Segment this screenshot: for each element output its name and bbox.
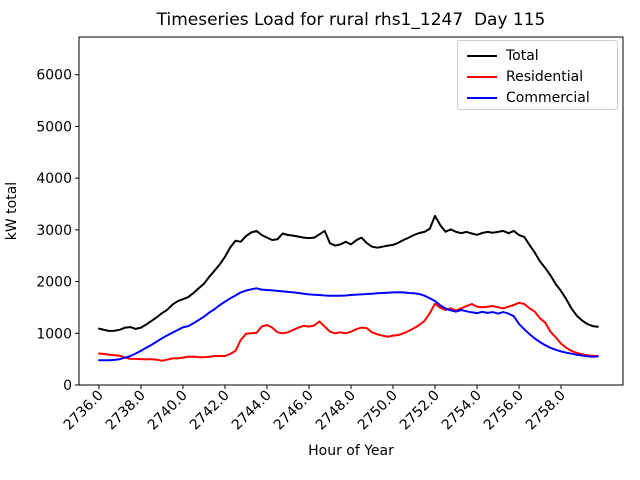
legend-line-sample-total [467, 54, 497, 57]
x-tick-label: 2742.0 [187, 388, 233, 434]
y-tick-label: 2000 [36, 275, 72, 291]
y-tick-label: 4000 [36, 171, 72, 187]
x-tick-label: 2758.0 [523, 388, 569, 434]
y-axis-label: kW total [4, 181, 20, 241]
x-tick-label: 2750.0 [355, 388, 401, 434]
series-line-total [98, 214, 599, 332]
legend-line-sample-residential [467, 75, 497, 78]
legend-label-commercial: Commercial [506, 89, 590, 106]
x-tick-label: 2740.0 [145, 388, 191, 434]
y-tick-label: 0 [63, 378, 72, 394]
series-line-residential [98, 301, 599, 362]
y-tick-label: 5000 [36, 119, 72, 135]
series-line-commercial [98, 287, 599, 362]
x-axis-label: Hour of Year [308, 443, 394, 459]
x-tick-label: 2748.0 [313, 388, 359, 434]
legend: Total Residential Commercial [457, 40, 618, 110]
legend-label-total: Total [506, 47, 539, 64]
x-tick-label: 2738.0 [103, 388, 149, 434]
legend-row-total: Total [467, 45, 617, 66]
x-tick-label: 2746.0 [271, 388, 317, 434]
x-tick-label: 2754.0 [439, 388, 485, 434]
legend-row-residential: Residential [467, 66, 617, 87]
x-tick-label: 2744.0 [229, 388, 275, 434]
y-tick-label: 1000 [36, 326, 72, 342]
x-tick-label: 2756.0 [481, 388, 527, 434]
x-tick-label: 2752.0 [397, 388, 443, 434]
legend-row-commercial: Commercial [467, 87, 617, 108]
x-tick-label: 2736.0 [61, 388, 107, 434]
legend-line-sample-commercial [467, 96, 497, 99]
chart-title: Timeseries Load for rural rhs1_1247 Day … [156, 10, 546, 30]
legend-label-residential: Residential [506, 68, 584, 85]
y-tick-label: 3000 [36, 223, 72, 239]
y-tick-label: 6000 [36, 68, 72, 84]
